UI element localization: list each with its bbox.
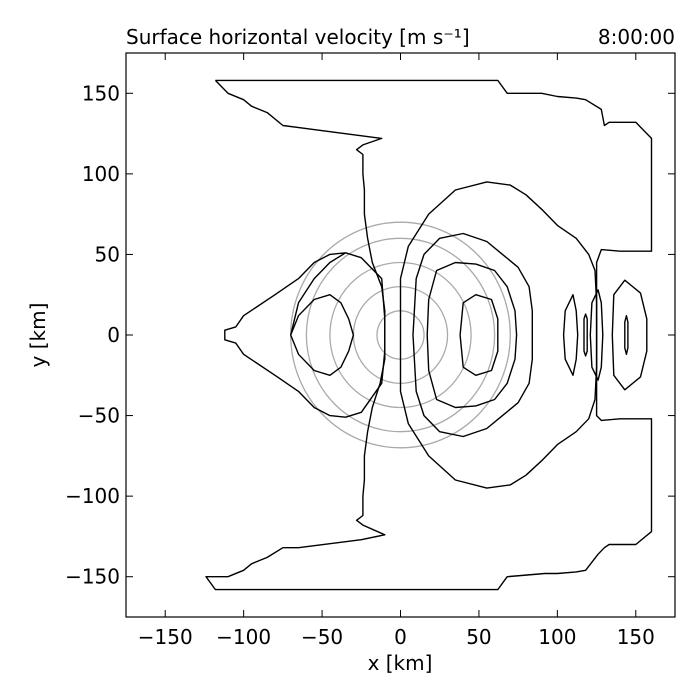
x-axis-label: x [km] xyxy=(368,651,433,675)
x-tick-label: 100 xyxy=(538,625,576,649)
x-tick-label: −50 xyxy=(301,625,343,649)
y-tick-label: 0 xyxy=(107,323,120,347)
x-tick-label: −100 xyxy=(216,625,271,649)
y-tick-label: 50 xyxy=(95,242,120,266)
x-ticks: −150 −100 −50 0 50 100 150 xyxy=(138,53,655,649)
chart-title: Surface horizontal velocity [m s⁻¹] xyxy=(126,25,470,49)
contour-far-right-inner xyxy=(624,315,629,355)
contour-right-inner-a xyxy=(459,294,499,376)
y-tick-label: −50 xyxy=(78,404,120,428)
x-tick-label: 50 xyxy=(466,625,491,649)
y-ticks: −150 −100 −50 0 50 100 150 xyxy=(65,81,675,589)
ring-4 xyxy=(305,237,496,433)
contour-right-ring-3 xyxy=(589,289,604,381)
contour-far-right-outer xyxy=(611,279,648,391)
x-tick-label: 0 xyxy=(394,625,407,649)
y-axis-label: y [km] xyxy=(26,303,50,368)
x-tick-label: −150 xyxy=(138,625,193,649)
plot-content xyxy=(205,79,653,591)
chart-time-label: 8:00:00 xyxy=(598,25,675,49)
y-tick-label: 150 xyxy=(82,81,120,105)
contour-right-ring-1 xyxy=(562,294,579,376)
contour-left-outer-lobe xyxy=(224,252,386,418)
x-tick-label: 150 xyxy=(617,625,655,649)
y-tick-label: −150 xyxy=(65,565,120,589)
contour-outer xyxy=(205,79,653,591)
contour-center-right-outer xyxy=(399,181,598,489)
contour-right-ring-2 xyxy=(583,313,588,357)
y-tick-label: −100 xyxy=(65,484,120,508)
ring-3 xyxy=(329,261,472,409)
contour-center-right-inner xyxy=(426,261,518,409)
contour-left-inner-lobe xyxy=(290,294,355,376)
contour-center-right-mid xyxy=(412,232,533,438)
y-tick-label: 100 xyxy=(82,162,120,186)
